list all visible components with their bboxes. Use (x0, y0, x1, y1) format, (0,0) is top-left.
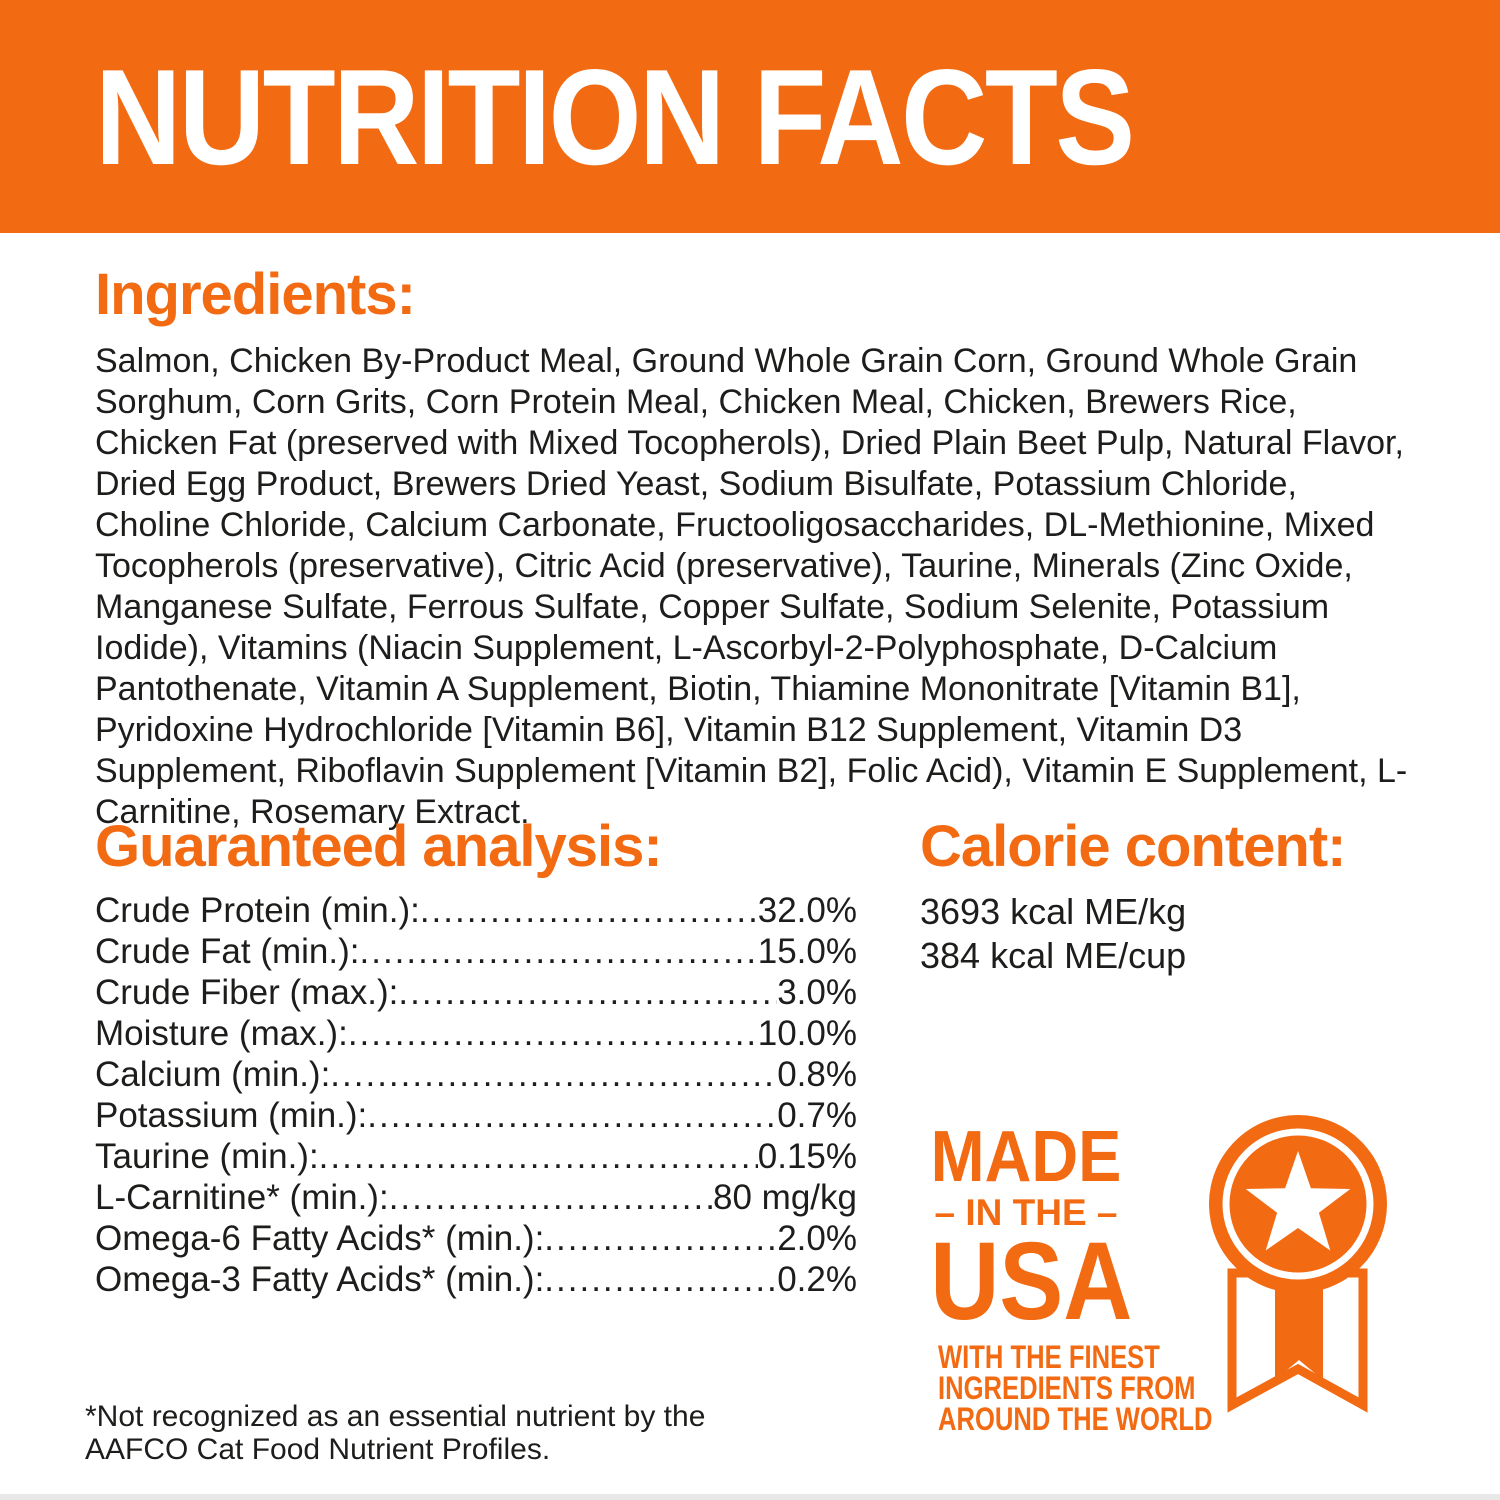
header-banner: NUTRITION FACTS (0, 0, 1500, 233)
in-the-label: – IN THE – (934, 1192, 1118, 1233)
nutrient-label: L-Carnitine* (min.): (95, 1178, 389, 1217)
calorie-line: 384 kcal ME/cup (920, 935, 1187, 976)
nutrient-value: 0.15% (757, 1137, 857, 1176)
nutrient-label: Taurine (min.): (95, 1137, 319, 1176)
ingredients-heading: Ingredients: (95, 262, 416, 327)
dot-leader: ........................................… (330, 1055, 777, 1094)
nutrient-value: 0.2% (777, 1260, 857, 1299)
table-row: Calcium (min.): ........................… (95, 1054, 857, 1095)
dot-leader: ........................................… (544, 1260, 778, 1299)
nutrient-label: Omega-6 Fatty Acids* (min.): (95, 1219, 545, 1258)
table-row: Crude Fat (min.): ......................… (95, 931, 857, 972)
nutrient-value: 80 mg/kg (713, 1178, 857, 1217)
table-row: Crude Protein (min.): ..................… (95, 890, 857, 931)
nutrient-value: 0.7% (777, 1096, 857, 1135)
table-row: Omega-3 Fatty Acids* (min.): ...........… (95, 1259, 857, 1300)
nutrient-value: 15.0% (757, 932, 857, 971)
dot-leader: ........................................… (347, 1014, 758, 1053)
dot-leader: ........................................… (419, 891, 758, 930)
usa-tagline-line: AROUND THE WORLD (938, 1401, 1213, 1437)
calorie-line: 3693 kcal ME/kg (920, 891, 1187, 932)
dot-leader: ........................................… (398, 973, 777, 1012)
dot-leader: ........................................… (367, 1096, 778, 1135)
table-row: L-Carnitine* (min.): ...................… (95, 1177, 857, 1218)
nutrient-label: Moisture (max.): (95, 1014, 348, 1053)
table-row: Taurine (min.): ........................… (95, 1136, 857, 1177)
dot-leader: ........................................… (388, 1178, 714, 1217)
dot-leader: ........................................… (544, 1219, 778, 1258)
award-ribbon-icon (1209, 1115, 1387, 1413)
table-row: Crude Fiber (max.): ....................… (95, 972, 857, 1013)
page-title: NUTRITION FACTS (95, 40, 1135, 193)
dot-leader: ........................................… (359, 932, 758, 971)
made-in-usa-badge: MADE – IN THE – USA WITH THE FINEST INGR… (916, 1117, 1213, 1437)
footnote-text: *Not recognized as an essential nutrient… (85, 1400, 706, 1466)
star-icon (1245, 1151, 1351, 1251)
nutrient-value: 3.0% (777, 973, 857, 1012)
usa-tagline-line: INGREDIENTS FROM (938, 1370, 1196, 1406)
nutrient-label: Potassium (min.): (95, 1096, 368, 1135)
nutrient-value: 2.0% (777, 1219, 857, 1258)
nutrient-label: Calcium (min.): (95, 1055, 331, 1094)
nutrient-label: Crude Protein (min.): (95, 891, 420, 930)
nutrient-value: 32.0% (757, 891, 857, 930)
usa-tagline-line: WITH THE FINEST (938, 1339, 1160, 1375)
nutrient-label: Omega-3 Fatty Acids* (min.): (95, 1260, 545, 1299)
bottom-edge-strip (0, 1494, 1500, 1500)
usa-label: USA (930, 1220, 1133, 1343)
table-row: Potassium (min.): ......................… (95, 1095, 857, 1136)
calorie-content-values: 3693 kcal ME/kg 384 kcal ME/cup (920, 890, 1186, 978)
usa-tagline: WITH THE FINEST INGREDIENTS FROM AROUND … (916, 1339, 1213, 1437)
dot-leader: ........................................… (318, 1137, 758, 1176)
nutrient-label: Crude Fiber (max.): (95, 973, 399, 1012)
guaranteed-analysis-heading: Guaranteed analysis: (95, 814, 663, 879)
guaranteed-analysis-table: Crude Protein (min.): ..................… (95, 890, 857, 1300)
made-label: MADE (930, 1117, 1122, 1197)
table-row: Moisture (max.): .......................… (95, 1013, 857, 1054)
nutrient-value: 0.8% (777, 1055, 857, 1094)
nutrient-label: Crude Fat (min.): (95, 932, 360, 971)
nutrient-value: 10.0% (757, 1014, 857, 1053)
table-row: Omega-6 Fatty Acids* (min.): ...........… (95, 1218, 857, 1259)
calorie-content-heading: Calorie content: (920, 814, 1346, 879)
ingredients-text: Salmon, Chicken By-Product Meal, Ground … (95, 342, 1408, 831)
